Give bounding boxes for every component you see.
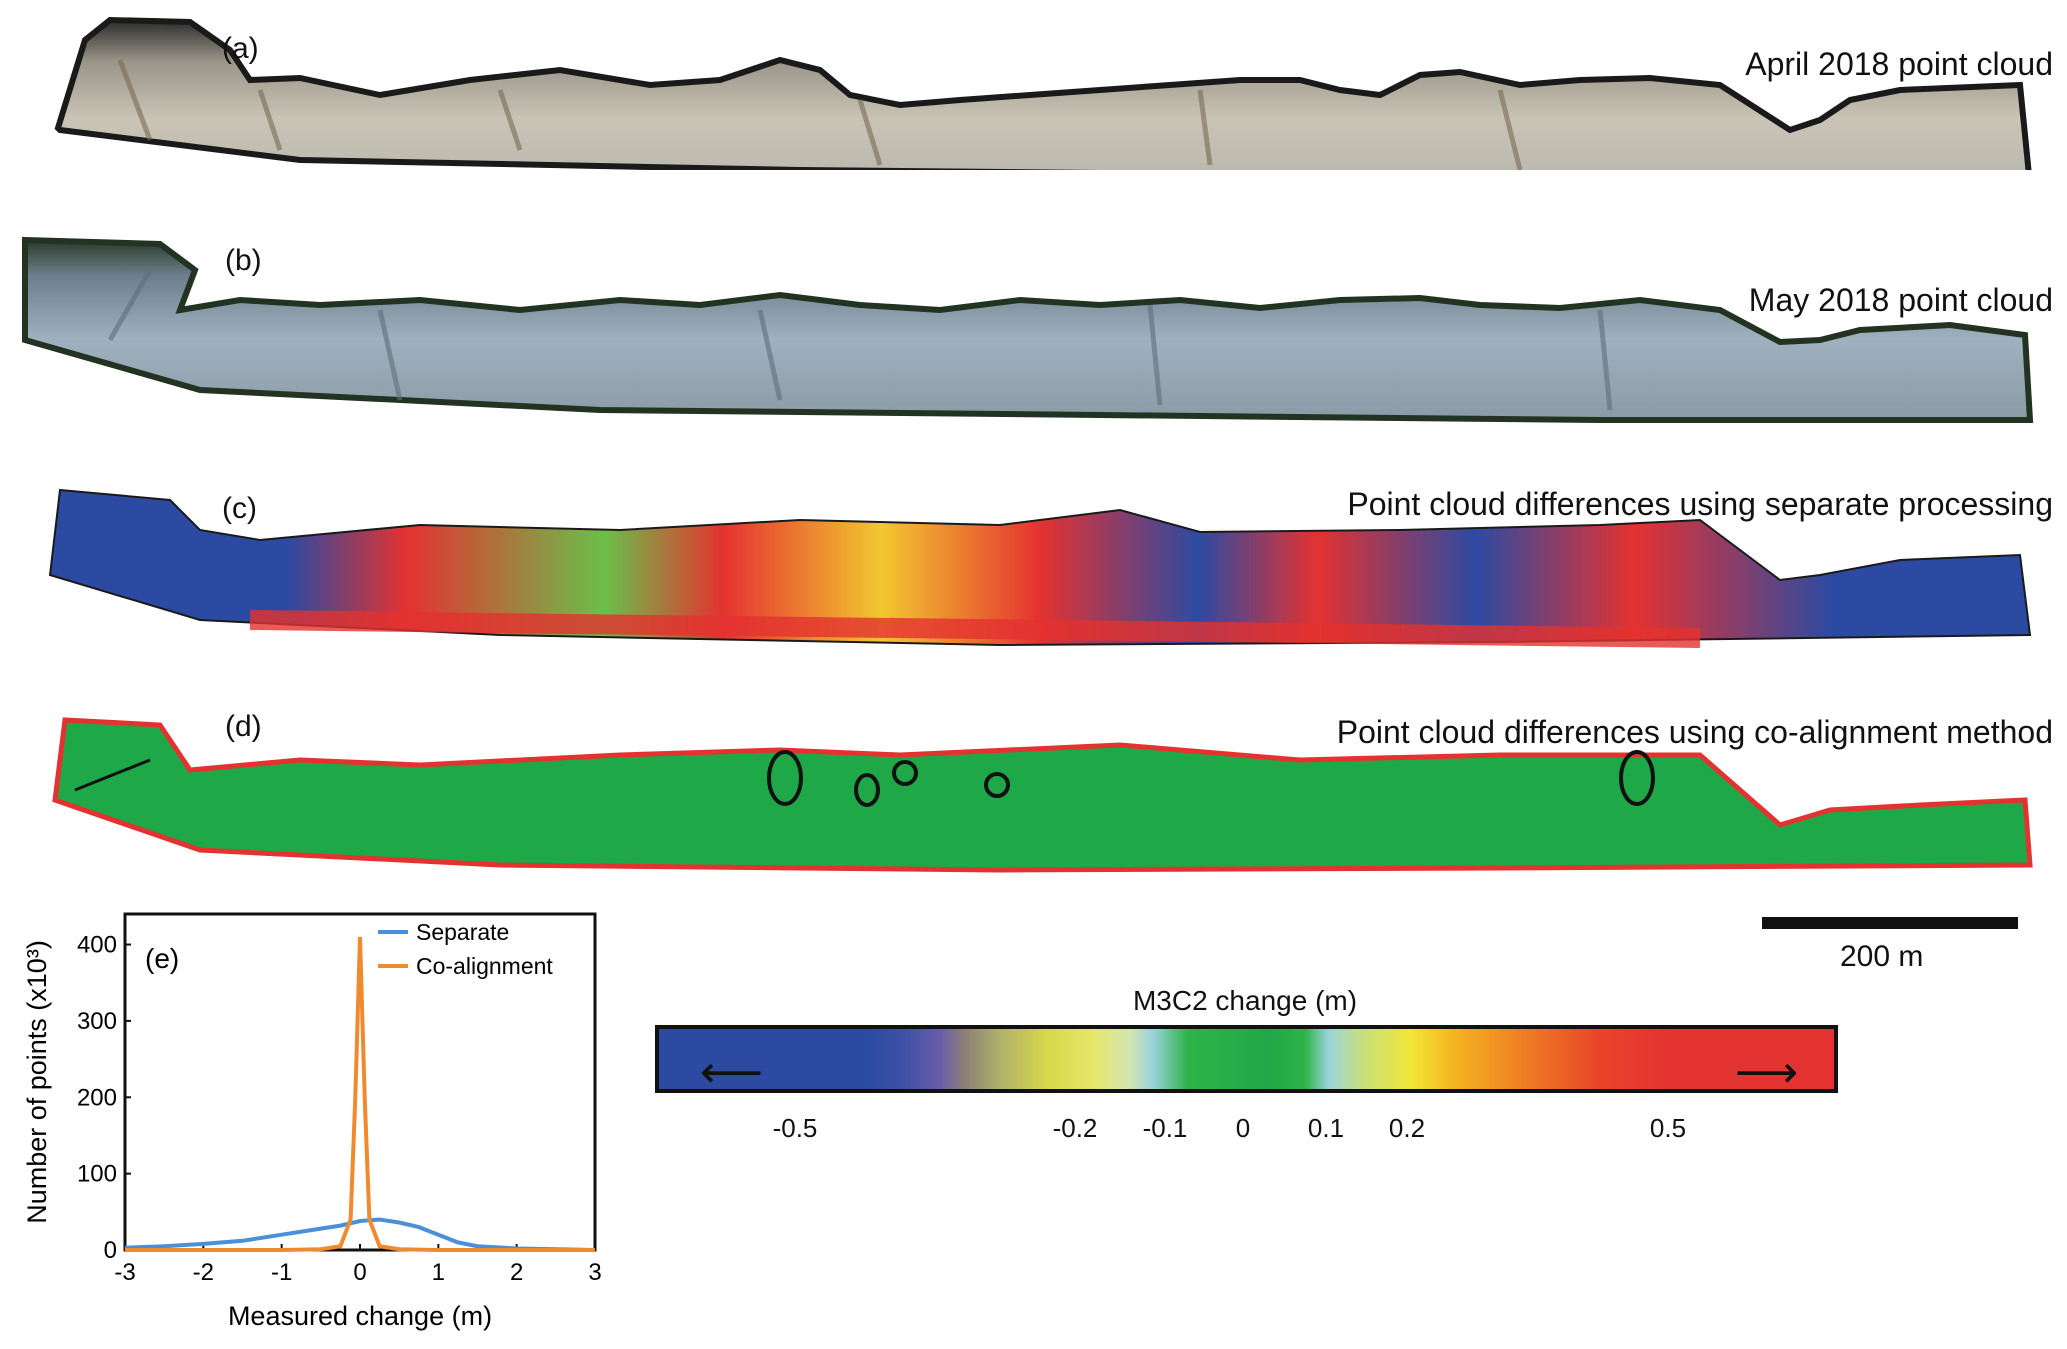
histogram-chart: -3 -2 -1 0 1 2 3 0 100 200 300 400 Separate Co-alignm… xyxy=(22,912,602,1331)
colorbar-tick: 0.5 xyxy=(1649,1113,1687,1143)
separate-processing-difference-map xyxy=(48,488,2032,648)
y-tick-label: 200 xyxy=(77,1084,117,1111)
colorbar-tick: 0.1 xyxy=(1307,1113,1345,1143)
x-tick-label: -3 xyxy=(114,1259,135,1286)
colorbar: M3C2 change (m) ⟵ ⟶ -0.5 -0.2 -0.1 0 0.1… xyxy=(650,985,1840,1155)
right-arrow-icon: ⟶ xyxy=(1735,1048,1799,1097)
colorbar-tick: -0.1 xyxy=(1142,1113,1188,1143)
x-tick-label: 0 xyxy=(353,1259,366,1286)
panel-d-title: Point cloud differences using co-alignme… xyxy=(1336,714,2053,750)
panel-c-title: Point cloud differences using separate p… xyxy=(1347,486,2053,522)
x-tick-label: 3 xyxy=(588,1259,601,1286)
panel-e-label: (e) xyxy=(145,943,179,974)
scale-bar-label: 200 m xyxy=(1840,940,1924,973)
panel-b: (b) May 2018 point cloud xyxy=(0,230,2067,430)
y-tick-label: 0 xyxy=(104,1237,117,1264)
x-tick-label: -2 xyxy=(193,1259,214,1286)
y-tick-label: 400 xyxy=(77,932,117,959)
series-line-separate xyxy=(124,1217,596,1252)
panel-c: (c) Point cloud differences using separa… xyxy=(0,470,2067,650)
x-tick-label: 2 xyxy=(510,1259,523,1286)
co-alignment-difference-map xyxy=(52,717,2033,873)
panel-a: (a) April 2018 point cloud xyxy=(0,0,2067,170)
x-tick-label: 1 xyxy=(432,1259,445,1286)
colorbar-tick: 0.2 xyxy=(1388,1113,1426,1143)
panel-c-label: (c) xyxy=(222,492,257,525)
x-tick-label: -1 xyxy=(271,1259,292,1286)
legend-entry: Co-alignment xyxy=(416,953,553,979)
scale-bar xyxy=(1762,917,2018,929)
colorbar-tick: 0 xyxy=(1235,1113,1251,1143)
colorbar-title: M3C2 change (m) xyxy=(1132,985,1358,1016)
series-line-co-alignment xyxy=(125,936,595,1252)
panel-b-title: May 2018 point cloud xyxy=(1748,282,2053,318)
left-arrow-icon: ⟵ xyxy=(700,1048,764,1097)
x-axis-label: Measured change (m) xyxy=(228,1301,492,1331)
panel-a-title: April 2018 point cloud xyxy=(1745,46,2053,82)
y-tick-label: 100 xyxy=(77,1161,117,1188)
april-point-cloud-image xyxy=(54,16,2032,170)
panel-b-label: (b) xyxy=(225,244,262,277)
legend-entry: Separate xyxy=(416,919,509,945)
colorbar-tick: -0.2 xyxy=(1052,1113,1098,1143)
panel-a-label: (a) xyxy=(222,32,259,65)
panel-d: (d) Point cloud differences using co-ali… xyxy=(0,700,2067,880)
y-tick-label: 300 xyxy=(77,1008,117,1035)
may-point-cloud-image xyxy=(22,236,2034,423)
y-axis-label: Number of points (x10³) xyxy=(22,940,52,1224)
panel-d-label: (d) xyxy=(225,710,262,743)
colorbar-gradient xyxy=(655,1025,1838,1093)
colorbar-tick: -0.5 xyxy=(772,1113,818,1143)
